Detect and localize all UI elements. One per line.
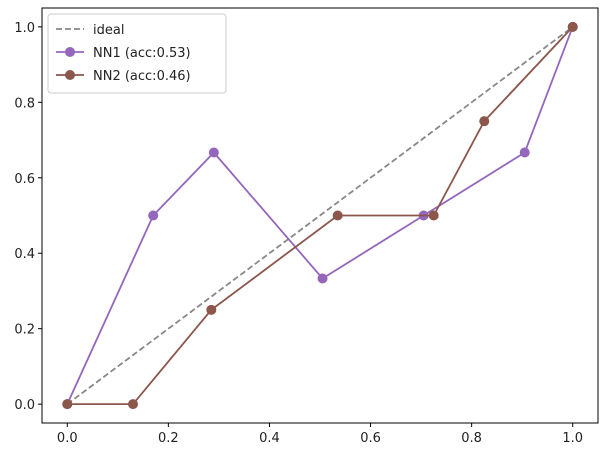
legend: ideal NN1 (acc:0.53) NN2 (acc:0.46) — [47, 13, 227, 94]
data-point-2-0 — [62, 399, 73, 410]
data-point-1-5 — [519, 147, 530, 158]
legend-label-1: NN1 (acc:0.53) — [93, 46, 191, 61]
x-tick-label-1: 0.2 — [158, 431, 179, 446]
x-tick-label-4: 0.8 — [461, 431, 482, 446]
y-tick-label-5: 1.0 — [14, 21, 35, 36]
axes: 0.0 0.2 0.4 0.6 0.8 1.0 0.0 0.2 0.4 0.6 0.8 1.0 — [14, 7, 599, 446]
data-point-2-2 — [206, 304, 217, 315]
data-point-2-5 — [479, 116, 490, 127]
plot-area — [62, 21, 578, 410]
data-point-1-2 — [208, 147, 219, 158]
x-tick-label-5: 1.0 — [562, 431, 583, 446]
data-point-1-3 — [317, 273, 328, 284]
series-line-0 — [66, 26, 574, 405]
data-point-2-1 — [127, 399, 138, 410]
legend-label-2: NN2 (acc:0.46) — [93, 69, 191, 84]
legend-marker-2 — [65, 70, 75, 80]
y-tick-label-1: 0.2 — [14, 323, 35, 338]
legend-label-0: ideal — [93, 23, 124, 38]
legend-marker-1 — [65, 47, 75, 57]
data-point-2-3 — [332, 210, 343, 221]
data-point-2-6 — [567, 21, 578, 32]
data-point-1-1 — [148, 210, 159, 221]
x-tick-label-0: 0.0 — [57, 431, 78, 446]
y-tick-label-2: 0.4 — [14, 247, 35, 262]
y-tick-label-3: 0.6 — [14, 172, 35, 187]
y-tick-label-4: 0.8 — [14, 96, 35, 111]
legend-box — [47, 13, 227, 94]
y-tick-label-0: 0.0 — [14, 398, 35, 413]
plot-frame — [41, 7, 599, 424]
data-point-2-4 — [428, 210, 439, 221]
x-tick-label-2: 0.4 — [259, 431, 280, 446]
x-tick-label-3: 0.6 — [360, 431, 381, 446]
